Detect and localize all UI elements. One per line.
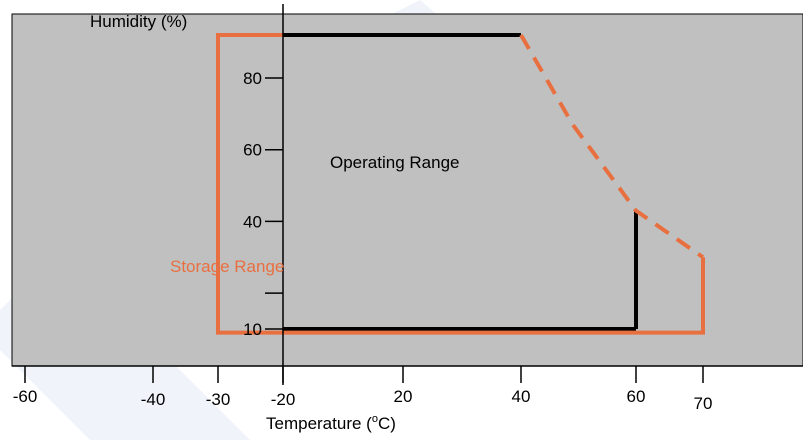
x-tick-label: 60 [627, 387, 646, 406]
y-tick-label: 80 [243, 69, 262, 88]
storage-range-solid-line [216, 32, 705, 335]
y-ticks: 10 40 60 80 [243, 69, 283, 339]
operating-range-lines [283, 32, 638, 331]
x-tick-label: 40 [512, 387, 531, 406]
x-tick-label: -20 [271, 390, 296, 409]
storage-range-lines [216, 32, 705, 335]
x-tick-label: 70 [694, 394, 713, 413]
x-tick-label: -60 [13, 387, 38, 406]
x-tick-label: -30 [206, 390, 231, 409]
operating-range-label: Operating Range [330, 153, 459, 172]
x-axis-label: Temperature (oC) [266, 413, 396, 433]
x-tick-label: 20 [394, 387, 413, 406]
storage-range-label: Storage Range [170, 257, 284, 276]
y-tick-label: 10 [243, 320, 262, 339]
storage-range-dashed-line [519, 33, 705, 259]
y-axis-label: Humidity (%) [90, 12, 187, 31]
plot-background [11, 13, 803, 367]
y-tick-label: 40 [243, 212, 262, 231]
x-tick-label: -40 [141, 390, 166, 409]
y-tick-label: 60 [243, 141, 262, 160]
x-ticks: -60 -40 -30 -20 20 40 60 70 [13, 366, 713, 413]
